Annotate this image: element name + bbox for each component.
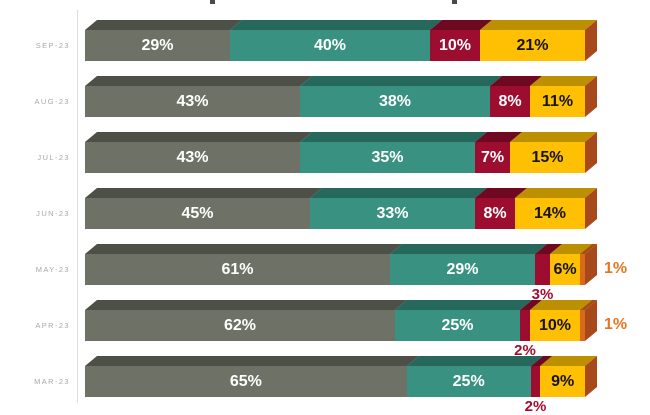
segment-value-label: 38% (378, 92, 412, 110)
segment-value-label-right: 1% (604, 260, 628, 277)
segment-value-label: 25% (441, 316, 474, 334)
bar-segment: 8% (475, 198, 515, 229)
bar-segment (520, 310, 530, 341)
bar-segment: 29% (390, 254, 535, 285)
bar-segment: 15% (510, 142, 585, 173)
segment-value-label: 29% (446, 260, 479, 278)
segment-value-label: 8% (483, 204, 507, 222)
bar-segment-top-face (230, 20, 443, 30)
category-label: AUG-23 (34, 97, 70, 106)
segment-value-label: 21% (516, 36, 549, 54)
bar-segment: 21% (480, 30, 585, 61)
segment-value-label: 33% (376, 204, 409, 222)
bar-segment: 61% (85, 254, 390, 285)
segment-value-label: 62% (223, 316, 257, 334)
segment-value-label: 7% (480, 148, 505, 166)
bar-segment: 10% (430, 30, 480, 61)
segment-value-label: 9% (551, 372, 575, 390)
bar-segment: 65% (85, 366, 407, 397)
bar-segment (535, 254, 550, 285)
bar-segment-top-face (406, 356, 543, 366)
segment-value-label-below: 2% (514, 342, 536, 359)
segment-value-label-below: 2% (524, 398, 547, 415)
bar-segment-top-face (85, 356, 419, 366)
segment-value-label: 10% (438, 36, 472, 54)
category-label: SEP-23 (35, 41, 70, 50)
segment-value-label: 40% (313, 36, 347, 54)
bar-segment-top-face (300, 76, 503, 86)
category-label: JUL-23 (37, 153, 70, 162)
stacked-bar-chart: SEP-23 29% 40% 10% 21% AUG-23 43% 38% 8% 11% JUL-2… (34, 20, 628, 414)
segment-value-label: 61% (221, 260, 254, 278)
segment-value-label: 25% (452, 372, 485, 390)
bar-segment: 43% (85, 142, 300, 173)
segment-value-label: 10% (538, 316, 572, 334)
bar-segment-top-face (85, 188, 323, 198)
bar-segment: 25% (406, 366, 531, 397)
segment-value-label: 29% (141, 36, 174, 54)
segment-value-label-below: 3% (531, 286, 554, 303)
bar-segment-top-face (300, 132, 488, 142)
segment-value-label: 11% (541, 92, 574, 110)
category-axis-line (77, 10, 78, 403)
bar-segment (580, 310, 585, 341)
bar-segment: 25% (395, 310, 520, 341)
bar-segment-top-face (510, 132, 598, 142)
bar-segment: 40% (230, 30, 430, 61)
cropped-title-remnant (452, 0, 457, 4)
bar-segment: 6% (550, 254, 580, 285)
segment-value-label: 15% (531, 148, 564, 166)
category-label: MAR-23 (34, 377, 70, 386)
bar-segment-top-face (395, 300, 533, 310)
bar-segment-top-face (310, 188, 488, 198)
bar-segment: 10% (530, 310, 580, 341)
segment-value-label-right: 1% (604, 316, 628, 333)
segment-value-label: 65% (229, 372, 262, 390)
bar-segment: 45% (85, 198, 310, 229)
bar-segment: 11% (530, 86, 585, 117)
segment-value-label: 8% (498, 92, 522, 110)
bar-segment: 62% (85, 310, 395, 341)
chart-canvas: SEP-23 29% 40% 10% 21% AUG-23 43% 38% 8% 11% JUL-2… (34, 0, 628, 414)
bar-segment (580, 254, 585, 285)
cropped-title-remnant (210, 0, 215, 4)
segment-value-label: 45% (181, 204, 214, 222)
bar-segment (530, 366, 541, 397)
bar-segment: 7% (475, 142, 510, 173)
bar-segment-top-face (85, 20, 243, 30)
bar-segment: 33% (310, 198, 475, 229)
bar-segment: 9% (540, 366, 585, 397)
segment-value-label: 14% (533, 204, 567, 222)
bar-segment-top-face (85, 300, 408, 310)
bar-segment: 43% (85, 86, 300, 117)
segment-value-label: 43% (176, 148, 209, 166)
bar-segment-top-face (85, 76, 313, 86)
category-label: MAY-23 (35, 265, 70, 274)
bar-segment-top-face (390, 244, 548, 254)
bar-segment: 38% (300, 86, 490, 117)
bar-segment: 8% (490, 86, 530, 117)
segment-value-label: 35% (371, 148, 404, 166)
segment-value-label: 6% (553, 260, 577, 278)
bar-segment: 14% (515, 198, 585, 229)
bar-segment: 35% (300, 142, 475, 173)
bar-segment-top-face (85, 244, 403, 254)
bar-segment-top-face (480, 20, 598, 30)
bar-segment: 29% (85, 30, 230, 61)
category-label: APR-23 (35, 321, 70, 330)
bar-segment-top-face (85, 132, 313, 142)
category-label: JUN-23 (36, 209, 70, 218)
segment-value-label: 43% (176, 92, 209, 110)
